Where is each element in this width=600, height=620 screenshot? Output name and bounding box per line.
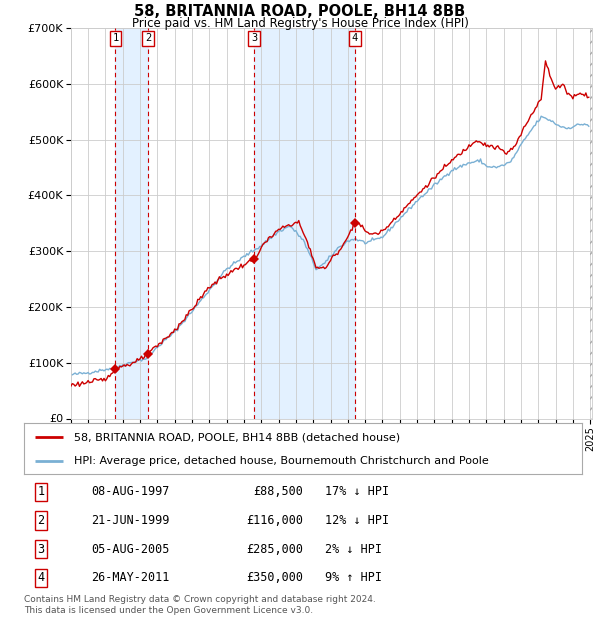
Text: This data is licensed under the Open Government Licence v3.0.: This data is licensed under the Open Gov… <box>24 606 313 616</box>
Text: 26-MAY-2011: 26-MAY-2011 <box>91 571 169 584</box>
Bar <box>590 28 592 418</box>
Text: £88,500: £88,500 <box>253 485 303 498</box>
Text: £285,000: £285,000 <box>246 542 303 556</box>
Text: HPI: Average price, detached house, Bournemouth Christchurch and Poole: HPI: Average price, detached house, Bour… <box>74 456 489 466</box>
Bar <box>590 28 592 418</box>
Text: 21-JUN-1999: 21-JUN-1999 <box>91 514 169 527</box>
Text: 58, BRITANNIA ROAD, POOLE, BH14 8BB (detached house): 58, BRITANNIA ROAD, POOLE, BH14 8BB (det… <box>74 432 400 442</box>
Text: 2% ↓ HPI: 2% ↓ HPI <box>325 542 382 556</box>
Text: 4: 4 <box>352 33 358 43</box>
Text: 12% ↓ HPI: 12% ↓ HPI <box>325 514 389 527</box>
Text: 1: 1 <box>37 485 44 498</box>
Text: £116,000: £116,000 <box>246 514 303 527</box>
Text: 2: 2 <box>37 514 44 527</box>
Text: £350,000: £350,000 <box>246 571 303 584</box>
Text: 05-AUG-2005: 05-AUG-2005 <box>91 542 169 556</box>
Bar <box>254 28 355 418</box>
Text: 3: 3 <box>37 542 44 556</box>
Text: Price paid vs. HM Land Registry's House Price Index (HPI): Price paid vs. HM Land Registry's House … <box>131 17 469 30</box>
Text: 58, BRITANNIA ROAD, POOLE, BH14 8BB: 58, BRITANNIA ROAD, POOLE, BH14 8BB <box>134 4 466 19</box>
Text: 17% ↓ HPI: 17% ↓ HPI <box>325 485 389 498</box>
Text: 2: 2 <box>145 33 151 43</box>
Text: 4: 4 <box>37 571 44 584</box>
Text: Contains HM Land Registry data © Crown copyright and database right 2024.: Contains HM Land Registry data © Crown c… <box>24 595 376 604</box>
Bar <box>115 28 148 418</box>
Text: 08-AUG-1997: 08-AUG-1997 <box>91 485 169 498</box>
Text: 1: 1 <box>112 33 119 43</box>
Text: 9% ↑ HPI: 9% ↑ HPI <box>325 571 382 584</box>
Text: 3: 3 <box>251 33 257 43</box>
